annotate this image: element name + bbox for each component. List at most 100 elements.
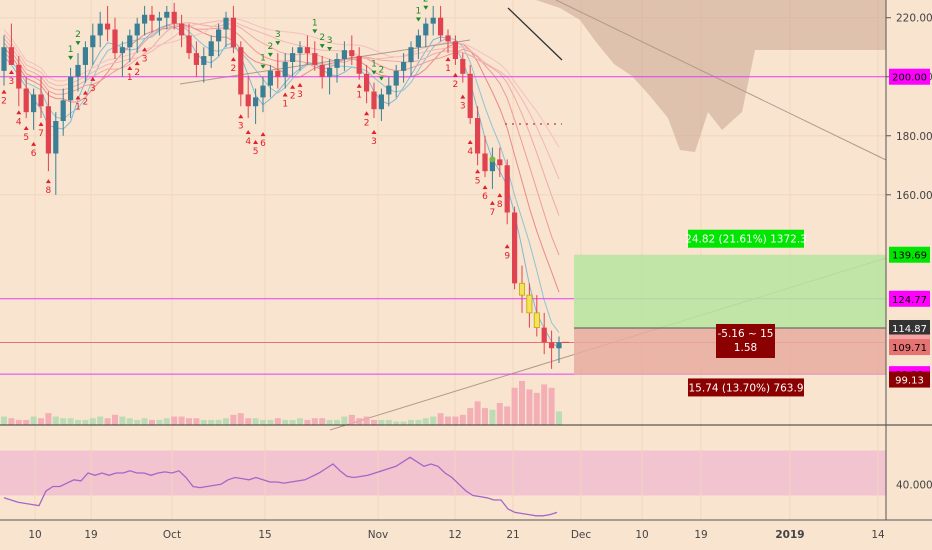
price-label: 99.13: [895, 376, 924, 387]
volume-bar: [326, 419, 333, 425]
time-axis[interactable]: 10 19 Oct 15 Nov 12 21 Dec 10 19 2019 14: [28, 529, 885, 541]
td-arrow: [371, 130, 377, 135]
candle: [556, 342, 562, 349]
td-arrow: [452, 72, 458, 77]
volume-bar: [371, 419, 377, 425]
volume-bar: [526, 389, 533, 425]
volume-bar: [156, 419, 163, 425]
time-tick-label[interactable]: 21: [506, 529, 519, 541]
long-position-tool[interactable]: 24.82 (21.61%) 1372.3 15.74 (13.70%) 763.…: [574, 229, 886, 397]
candle: [533, 312, 540, 329]
td-arrow: [90, 76, 96, 81]
volume-bar: [104, 418, 111, 425]
td-count: 9: [504, 251, 510, 261]
volume-bar: [75, 419, 81, 425]
candle: [238, 47, 244, 95]
volume-bar: [38, 418, 44, 425]
td-count: 3: [238, 121, 244, 131]
td-count: 3: [142, 54, 148, 64]
rsi-line: [3, 456, 558, 517]
candle: [208, 41, 214, 57]
volume-bar: [459, 414, 466, 425]
time-tick-label[interactable]: 10: [28, 529, 41, 541]
candle: [460, 59, 466, 74]
volume-bar: [178, 416, 185, 425]
price-label-box: [889, 319, 930, 336]
volume-bar: [408, 419, 414, 425]
price-tick-label: 180.00: [896, 131, 932, 143]
td-count: 2: [1, 97, 7, 107]
volume-bar: [163, 418, 170, 425]
volume-bar: [289, 419, 296, 425]
candle: [526, 294, 533, 314]
volume-bar: [67, 418, 74, 425]
time-tick-label[interactable]: 15: [258, 529, 271, 541]
volume-bar: [60, 418, 67, 425]
candle: [245, 94, 251, 107]
candle: [16, 64, 22, 89]
td-arrow: [290, 84, 296, 89]
candle: [549, 342, 555, 349]
td-arrow: [275, 41, 281, 46]
td-count: 1: [75, 102, 81, 112]
candle: [97, 23, 103, 36]
td-count: 2: [453, 80, 459, 90]
candle: [408, 47, 414, 62]
td-count: 6: [260, 139, 266, 149]
volume-bar: [304, 419, 311, 425]
price-tick-label: 160.00: [896, 190, 932, 202]
volume-bar: [141, 418, 148, 425]
candle: [438, 17, 444, 36]
candle: [327, 67, 333, 77]
candle: [356, 56, 362, 74]
candle: [260, 85, 266, 98]
candle: [378, 94, 384, 110]
candle: [497, 159, 503, 166]
volume-bar: [311, 418, 318, 425]
td-arrow: [238, 114, 244, 119]
volume-bar: [134, 419, 141, 425]
volume-bar: [230, 414, 237, 425]
td-count: 1: [371, 60, 377, 70]
td-count: 4: [467, 147, 473, 157]
candle: [445, 35, 451, 42]
candle: [105, 23, 111, 30]
time-tick-label[interactable]: 2019: [775, 529, 804, 541]
candle: [45, 106, 51, 154]
candle: [290, 53, 296, 62]
candle: [386, 85, 392, 95]
td-count: 5: [23, 133, 29, 143]
candle: [156, 17, 162, 21]
risk-reward-range: -5.16 ~ 15: [717, 328, 773, 340]
td-arrow: [75, 95, 81, 100]
time-tick-label[interactable]: 14: [871, 529, 885, 541]
price-label: 200.00: [892, 73, 927, 84]
time-tick-label[interactable]: 12: [448, 529, 461, 541]
candle: [230, 17, 236, 48]
rsi-pane: 40.0000: [3, 456, 932, 517]
candle: [171, 11, 177, 24]
time-tick-label[interactable]: 19: [84, 529, 97, 541]
candle: [1, 47, 7, 71]
time-tick-label[interactable]: Oct: [163, 529, 181, 541]
td-count: 7: [38, 129, 44, 139]
time-tick-label[interactable]: 19: [694, 529, 707, 541]
volume-bar: [467, 408, 474, 425]
td-count: 3: [297, 90, 303, 100]
candle: [489, 159, 495, 172]
time-tick-label[interactable]: Nov: [368, 529, 389, 541]
time-tick-label[interactable]: Dec: [571, 529, 592, 541]
volume-bar: [496, 403, 503, 425]
td-arrow: [142, 47, 148, 52]
td-arrow: [230, 57, 236, 62]
volume-bar: [215, 419, 222, 425]
td-arrow: [504, 244, 510, 249]
price-label: 139.69: [892, 251, 927, 262]
target-label: 24.82 (21.61%) 1372.3: [685, 234, 807, 246]
td-count: 6: [31, 149, 37, 159]
time-tick-label[interactable]: 10: [635, 529, 648, 541]
candle: [401, 61, 407, 71]
ma-line: [3, 22, 560, 216]
